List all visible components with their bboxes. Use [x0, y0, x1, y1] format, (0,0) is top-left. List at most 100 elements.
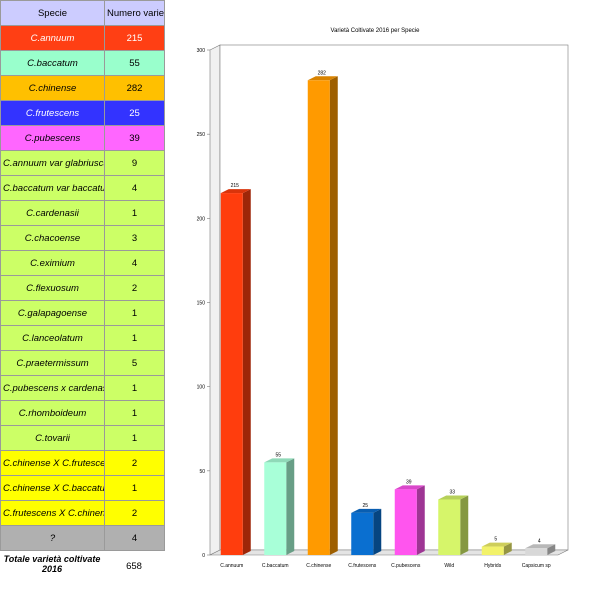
bar-top	[351, 508, 382, 513]
bar-side	[329, 76, 338, 556]
x-tick-label: C.pubescens	[391, 563, 421, 569]
bar-side	[416, 485, 425, 555]
species-count-cell: 9	[104, 150, 165, 176]
bar-front	[264, 462, 287, 555]
species-name-cell: C.pubescens x cardenasii	[0, 375, 105, 401]
bar-capsicum-sp: 4	[525, 538, 556, 555]
x-tick-label: C.baccatum	[262, 563, 289, 569]
y-tick-label: 100	[197, 385, 206, 391]
species-table: Specie Numero varietà C.annuum215C.bacca…	[0, 0, 165, 551]
bar-chart: Varietà Coltivate 2016 per Specie 0 50 100…	[197, 28, 569, 569]
species-name-cell: C.frutescens X C.chinense	[0, 500, 105, 526]
species-name-cell: C.flexuosum	[0, 275, 105, 301]
table-row: C.annuum var glabriusculum9	[0, 150, 165, 176]
total-value: 658	[126, 561, 142, 572]
y-axis: 0 50 100 150 200 250 300	[197, 48, 210, 559]
bar-data-label: 282	[318, 70, 327, 76]
table-row: C.chinense X C.frutescens 2	[0, 450, 165, 476]
bars: 215 55 282 25 39 33 5 4	[220, 70, 556, 556]
bar-front	[481, 546, 504, 555]
table-row: C.annuum 215	[0, 25, 165, 51]
bar-wild: 33	[438, 489, 469, 555]
table-row: C.chacoense 3	[0, 225, 165, 251]
species-count-cell: 1	[104, 300, 165, 326]
species-name-cell: C.chinense X C.frutescens	[0, 450, 105, 476]
species-name-cell: C.cardenasii	[0, 200, 105, 226]
y-tick-label: 0	[202, 553, 205, 559]
bar-top	[438, 495, 469, 500]
species-count-cell: 39	[104, 125, 165, 151]
y-tick-label: 250	[197, 132, 206, 138]
bar-top	[481, 542, 512, 547]
table-row: C.chinense 282	[0, 75, 165, 101]
species-count-cell: 5	[104, 350, 165, 376]
species-count-cell: 215	[104, 25, 165, 51]
header-numero-varieta: Numero varietà	[104, 0, 165, 26]
species-count-cell: 4	[104, 250, 165, 276]
species-count-cell: 4	[104, 175, 165, 201]
table-row: C.galapagoense 1	[0, 300, 165, 326]
y-tick-label: 50	[199, 469, 205, 475]
species-name-cell: C.annuum	[0, 25, 105, 51]
bar-data-label: 55	[275, 452, 281, 458]
bar-side	[547, 544, 556, 555]
x-tick-label: Hybrids	[484, 563, 501, 569]
table-row: C.frutescens 25	[0, 100, 165, 126]
species-count-cell: 2	[104, 450, 165, 476]
species-count-cell: 25	[104, 100, 165, 126]
bar-front	[394, 489, 417, 555]
bar-top	[394, 485, 425, 490]
species-count-cell: 4	[104, 525, 165, 551]
bar-c-frutescens: 25	[351, 503, 382, 555]
bar-hybrids: 5	[481, 537, 512, 555]
species-name-cell: C.chinense X C.baccatum	[0, 475, 105, 501]
bar-top	[264, 458, 295, 463]
species-count-cell: 1	[104, 200, 165, 226]
bar-top	[220, 189, 251, 194]
species-name-cell: C.galapagoense	[0, 300, 105, 326]
bar-data-label: 4	[538, 538, 541, 544]
species-name-cell: C.rhomboideum	[0, 400, 105, 426]
table-row: C.tovarii 1	[0, 425, 165, 451]
x-axis: C.annuum C.baccatum C.chinense C.frutescens…	[220, 563, 551, 569]
table-row: C.praetermissum 5	[0, 350, 165, 376]
y-tick-label: 300	[197, 48, 206, 54]
y-tick-label: 150	[197, 301, 206, 307]
x-tick-label: C.chinense	[306, 563, 331, 569]
species-count-cell: 282	[104, 75, 165, 101]
bar-front	[351, 512, 374, 555]
bar-data-label: 39	[406, 479, 412, 485]
bar-front	[220, 193, 243, 556]
species-name-cell: C.chacoense	[0, 225, 105, 251]
table-row: C.lanceolatum 1	[0, 325, 165, 351]
total-row: Totale varietà coltivate 2016 658	[0, 554, 164, 578]
table-row: ? 4	[0, 525, 165, 551]
bar-front	[307, 80, 330, 556]
species-name-cell: C.chinense	[0, 75, 105, 101]
table-row: C.rhomboideum 1	[0, 400, 165, 426]
species-name-cell: C.frutescens	[0, 100, 105, 126]
species-count-cell: 2	[104, 275, 165, 301]
y-tick-label: 200	[197, 216, 206, 222]
species-count-cell: 1	[104, 375, 165, 401]
bar-c-chinense: 282	[307, 70, 338, 556]
bar-side	[460, 495, 469, 555]
table-row: C.baccatum var baccatum 4	[0, 175, 165, 201]
species-count-cell: 55	[104, 50, 165, 76]
bar-c-pubescens: 39	[394, 479, 425, 555]
chart-side-wall	[209, 44, 221, 556]
species-name-cell: C.praetermissum	[0, 350, 105, 376]
species-name-cell: C.baccatum	[0, 50, 105, 76]
bar-top	[307, 76, 338, 81]
table-row: C.cardenasii 1	[0, 200, 165, 226]
species-count-cell: 1	[104, 400, 165, 426]
bar-data-label: 215	[231, 183, 240, 189]
species-count-cell: 1	[104, 425, 165, 451]
bar-front	[525, 548, 548, 555]
header-specie: Specie	[0, 0, 105, 26]
chart-floor	[209, 549, 569, 556]
bar-front	[438, 499, 461, 555]
table-row: C.chinense X C.baccatum 1	[0, 475, 165, 501]
bar-side	[373, 508, 382, 555]
species-count-cell: 2	[104, 500, 165, 526]
